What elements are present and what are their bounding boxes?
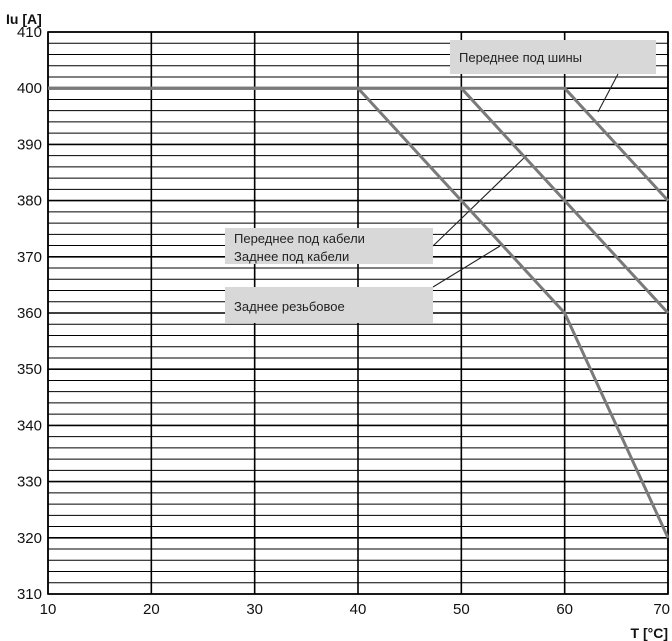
x-tick-label: 40 bbox=[350, 601, 367, 618]
y-tick-label: 400 bbox=[17, 80, 42, 97]
annotation-box bbox=[225, 287, 433, 323]
x-tick-label: 60 bbox=[556, 601, 573, 618]
annotation-text: Переднее под кабели bbox=[234, 231, 365, 246]
series-layer bbox=[48, 86, 670, 539]
y-tick-label: 380 bbox=[17, 193, 42, 210]
annotation-box bbox=[225, 228, 433, 264]
annotation-text: Заднее резьбовое bbox=[234, 299, 345, 314]
x-tick-label: 30 bbox=[246, 601, 263, 618]
x-tick-label: 70 bbox=[653, 601, 670, 618]
y-tick-label: 370 bbox=[17, 249, 42, 266]
tick-labels: 310 320 330 340 350 360 370 380 390 400 410 10 20 30 4… bbox=[17, 24, 670, 618]
y-tick-label: 330 bbox=[17, 474, 42, 491]
y-tick-label: 390 bbox=[17, 136, 42, 153]
y-tick-label: 350 bbox=[17, 361, 42, 378]
y-tick-label: 360 bbox=[17, 305, 42, 322]
annotation-text: Переднее под шины bbox=[459, 50, 582, 65]
annotation-layer: Переднее под шины Переднее под кабели Задн… bbox=[225, 40, 656, 323]
y-tick-label: 310 bbox=[17, 586, 42, 603]
x-tick-label: 50 bbox=[453, 601, 470, 618]
annotation-text: Заднее под кабели bbox=[234, 249, 349, 264]
y-tick-label: 340 bbox=[17, 417, 42, 434]
annotation-leader bbox=[432, 154, 528, 247]
x-tick-label: 10 bbox=[40, 601, 57, 618]
annotation-leader bbox=[597, 73, 619, 113]
x-axis-title: T [°C] bbox=[631, 625, 668, 641]
y-axis-title: Iu [A] bbox=[6, 11, 42, 27]
y-tick-label: 320 bbox=[17, 530, 42, 547]
x-tick-label: 20 bbox=[143, 601, 160, 618]
y-tick-label: 410 bbox=[17, 24, 42, 41]
annotation-leader bbox=[432, 245, 501, 288]
series-line-3 bbox=[48, 86, 670, 539]
annotation-box bbox=[450, 40, 656, 74]
